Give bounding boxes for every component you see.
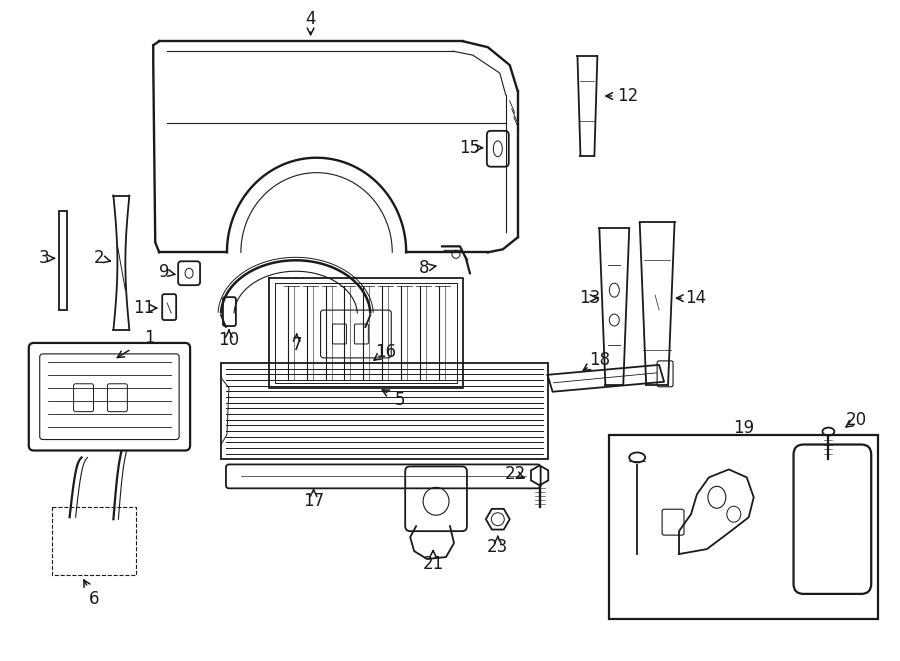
Bar bbox=[51, 507, 136, 575]
Text: 5: 5 bbox=[395, 391, 406, 408]
Text: 9: 9 bbox=[159, 263, 169, 281]
Text: 4: 4 bbox=[305, 11, 316, 28]
Text: 1: 1 bbox=[144, 329, 155, 347]
Bar bbox=[58, 210, 67, 310]
Text: 22: 22 bbox=[505, 465, 526, 483]
Text: 16: 16 bbox=[374, 343, 396, 361]
Text: 6: 6 bbox=[89, 590, 100, 608]
Text: 2: 2 bbox=[94, 249, 104, 267]
Text: 23: 23 bbox=[487, 538, 508, 556]
Text: 19: 19 bbox=[734, 418, 754, 436]
Bar bbox=[609, 434, 878, 619]
Text: 7: 7 bbox=[292, 336, 302, 354]
Text: 11: 11 bbox=[132, 299, 154, 317]
Text: 3: 3 bbox=[39, 249, 49, 267]
Text: 15: 15 bbox=[459, 139, 481, 157]
Text: 10: 10 bbox=[219, 331, 239, 349]
Text: 14: 14 bbox=[686, 289, 706, 307]
Text: 8: 8 bbox=[418, 259, 429, 277]
Text: 13: 13 bbox=[579, 289, 600, 307]
Text: 18: 18 bbox=[589, 351, 610, 369]
Text: 17: 17 bbox=[303, 492, 324, 510]
Text: 12: 12 bbox=[616, 87, 638, 105]
Text: 21: 21 bbox=[422, 555, 444, 573]
Text: 20: 20 bbox=[846, 410, 867, 428]
